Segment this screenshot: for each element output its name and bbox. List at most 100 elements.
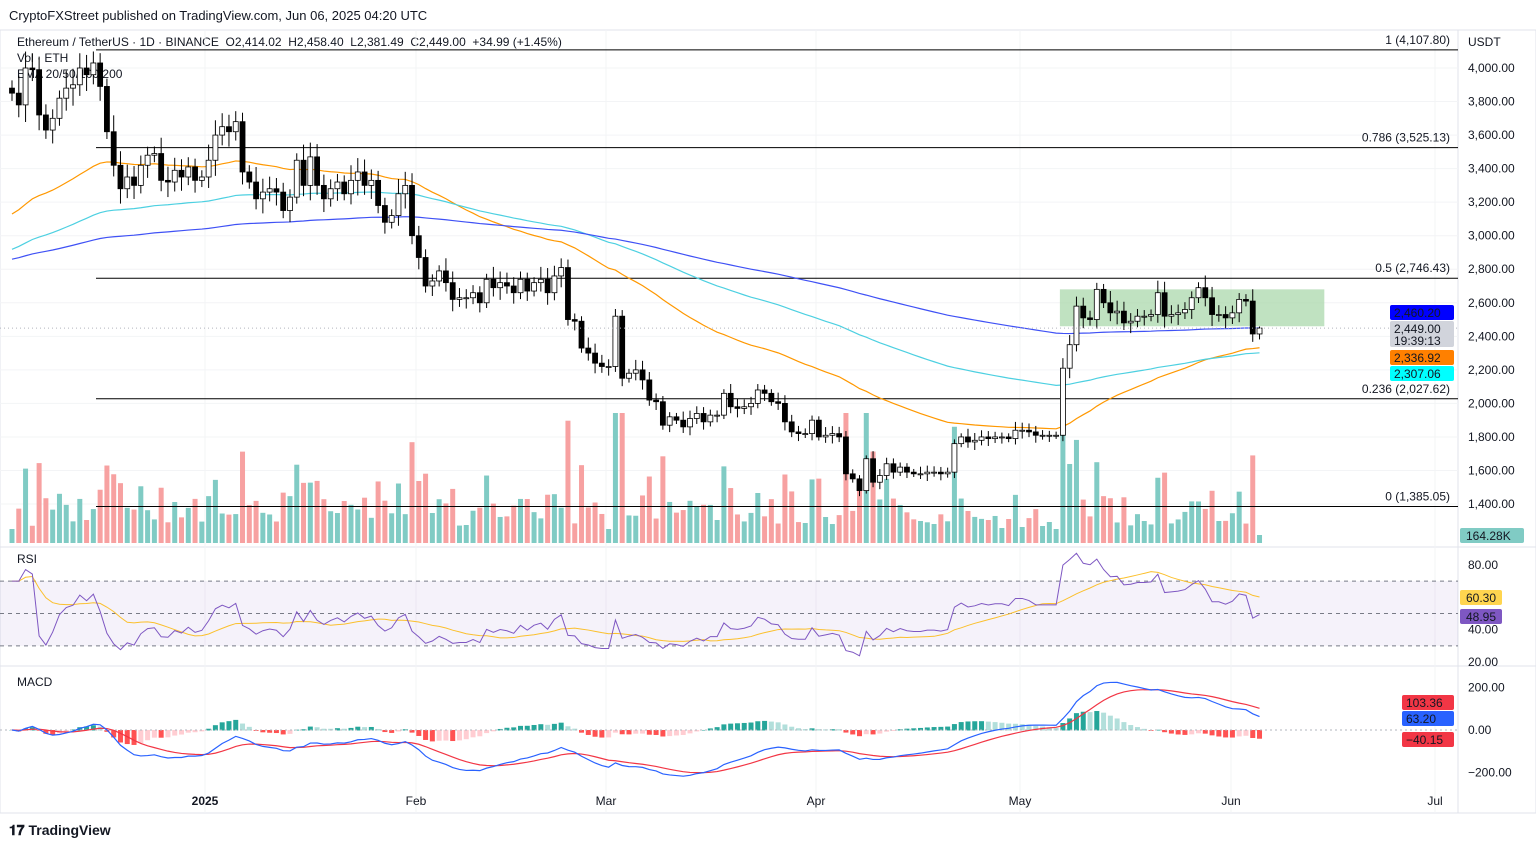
- volume-bar: [375, 481, 381, 543]
- candle: [592, 352, 598, 364]
- candle: [104, 86, 110, 133]
- candle: [137, 164, 144, 186]
- volume-bar: [477, 507, 483, 543]
- candle: [768, 392, 775, 403]
- volume-bar: [172, 502, 178, 543]
- volume-bar: [985, 520, 991, 543]
- candle: [300, 159, 307, 186]
- currency-label: USDT: [1468, 35, 1501, 49]
- candle: [1073, 305, 1080, 346]
- macd-histogram-bar: [158, 730, 164, 738]
- candle: [124, 176, 131, 190]
- volume-bar: [36, 463, 42, 543]
- volume-bar: [1073, 439, 1079, 543]
- candle: [341, 181, 348, 195]
- candle: [951, 443, 958, 473]
- y-tick-label: 3,200.00: [1468, 195, 1515, 209]
- macd-histogram-bar: [490, 730, 496, 732]
- candle: [117, 164, 124, 190]
- macd-histogram-bar: [768, 721, 774, 731]
- macd-histogram-bar: [680, 730, 686, 735]
- volume-bar: [1026, 518, 1032, 543]
- rsi-legend[interactable]: RSI: [17, 552, 38, 566]
- candle: [815, 419, 822, 438]
- volume-bar: [436, 499, 442, 543]
- macd-histogram-bar: [179, 730, 184, 735]
- x-tick-label: Jul: [1427, 794, 1442, 808]
- macd-histogram-bar: [212, 725, 218, 731]
- volume-bar: [667, 501, 673, 543]
- volume-bar: [640, 495, 646, 543]
- candle: [239, 121, 246, 173]
- macd-histogram-bar: [945, 726, 951, 731]
- candle: [287, 196, 293, 211]
- candle: [327, 188, 334, 200]
- macd-histogram-bar: [1019, 724, 1025, 731]
- y-tick-label: 2,200.00: [1468, 363, 1515, 377]
- macd-histogram-bar: [240, 723, 246, 731]
- macd-histogram-bar: [633, 730, 639, 734]
- volume-bar: [877, 499, 883, 543]
- volume-bar: [904, 512, 910, 543]
- symbol-legend[interactable]: Ethereum / TetherUS · 1D · BINANCE O2,41…: [17, 34, 562, 50]
- rsi-value-bg: [1460, 590, 1502, 605]
- macd-histogram-bar: [233, 719, 239, 731]
- macd-histogram-bar: [348, 727, 354, 731]
- candle: [361, 171, 368, 186]
- candle: [1175, 312, 1182, 315]
- volume-bar: [1196, 501, 1201, 543]
- macd-histogram-bar: [219, 722, 225, 731]
- volume-bar: [612, 413, 618, 543]
- candle: [1182, 309, 1188, 314]
- macd-histogram-bar: [789, 726, 795, 731]
- macd-histogram-bar: [341, 728, 347, 731]
- candle: [822, 434, 829, 438]
- volume-bar: [518, 498, 523, 543]
- y-tick-label: 3,400.00: [1468, 162, 1515, 176]
- candle: [402, 184, 409, 195]
- volume-bar: [958, 498, 964, 543]
- volume-bar: [90, 509, 96, 543]
- candle: [354, 171, 361, 181]
- candle: [1134, 315, 1141, 322]
- macd-legend[interactable]: MACD: [17, 675, 53, 689]
- macd-histogram-bar: [450, 730, 456, 742]
- candle: [734, 406, 741, 409]
- volume-bar: [829, 524, 835, 543]
- price-label-bg: [1390, 321, 1454, 347]
- candle: [639, 369, 646, 381]
- candle: [761, 389, 768, 394]
- volume-bar: [179, 517, 184, 543]
- candle: [1026, 429, 1032, 433]
- volume-legend[interactable]: Vol · ETH: [17, 51, 69, 65]
- volume-bar: [246, 505, 252, 543]
- candle: [829, 433, 836, 436]
- macd-histogram-bar: [307, 726, 313, 731]
- candle: [917, 473, 924, 476]
- candle: [619, 315, 626, 379]
- macd-histogram-bar: [585, 730, 591, 735]
- macd-histogram-bar: [1053, 727, 1059, 731]
- volume-bar: [673, 512, 679, 543]
- volume-bar: [423, 473, 429, 543]
- macd-histogram-bar: [226, 721, 232, 731]
- tradingview-logo[interactable]: 𝟏𝟕 TradingView: [9, 822, 111, 838]
- y-tick-label: 3,800.00: [1468, 95, 1515, 109]
- macd-histogram-bar: [1202, 730, 1208, 734]
- macd-histogram-bar: [1087, 712, 1093, 731]
- volume-bar: [1168, 523, 1174, 543]
- volume-bar: [768, 499, 774, 543]
- volume-bar: [1060, 413, 1066, 543]
- volume-bar: [395, 483, 401, 543]
- macd-histogram-bar: [1060, 723, 1066, 731]
- macd-histogram-bar: [314, 727, 320, 731]
- macd-value-bg: [1402, 732, 1454, 747]
- macd-histogram-bar: [972, 721, 978, 731]
- volume-bar: [1012, 494, 1018, 543]
- macd-histogram-bar: [1189, 730, 1195, 735]
- candle: [22, 67, 29, 106]
- macd-histogram-bar: [165, 730, 171, 738]
- macd-histogram-bar: [741, 722, 747, 731]
- volume-bar: [884, 478, 890, 543]
